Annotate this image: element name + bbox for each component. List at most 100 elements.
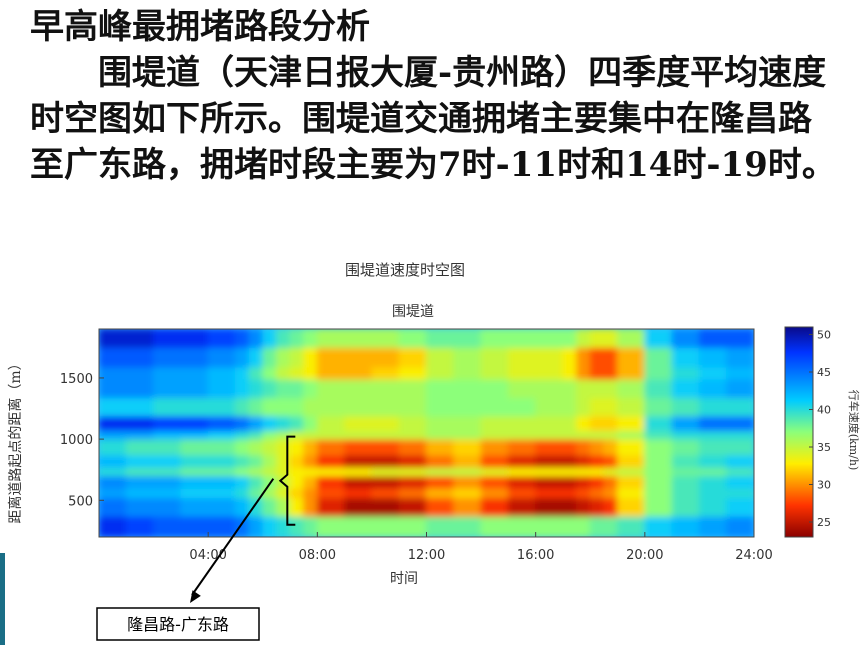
heatmap-cell: [562, 366, 578, 380]
heatmap-cell: [603, 397, 619, 417]
heatmap-cell: [698, 487, 728, 499]
heatmap-cell: [180, 454, 209, 468]
heatmap-cell: [303, 475, 318, 489]
heatmap-plot-area: [99, 329, 754, 537]
heatmap-cell: [153, 346, 182, 368]
heatmap-cell: [507, 430, 537, 440]
heatmap-cell: [480, 487, 509, 499]
heatmap-cell: [589, 415, 605, 432]
heatmap-cell: [603, 415, 619, 432]
heatmap-cell: [207, 497, 236, 517]
heatmap-cell: [398, 515, 427, 537]
heatmap-cell: [726, 497, 754, 517]
heatmap-cell: [589, 515, 605, 537]
heatmap-cell: [617, 454, 646, 468]
heatmap-cell: [535, 366, 564, 380]
heatmap-cell: [371, 466, 400, 477]
heatmap-cell: [644, 438, 673, 456]
heatmap-cell: [99, 378, 127, 399]
colorbar-tick-label: 45: [817, 366, 831, 379]
heatmap-cell: [248, 438, 264, 456]
heatmap-cell: [234, 346, 250, 368]
heatmap-cell: [125, 415, 155, 432]
heatmap-cell: [125, 454, 155, 468]
annotation-arrow-head: [190, 590, 201, 603]
heatmap-cell: [507, 487, 537, 499]
heatmap-cell: [207, 415, 236, 432]
heatmap-cell: [726, 430, 754, 440]
heatmap-cell: [535, 430, 564, 440]
heatmap-cell: [207, 378, 236, 399]
heatmap-cell: [644, 497, 673, 517]
heatmap-cell: [589, 378, 605, 399]
heatmap-cell: [234, 329, 250, 348]
heatmap-cell: [289, 454, 305, 468]
heatmap-cell: [453, 415, 482, 432]
heatmap-cell: [398, 366, 427, 380]
heatmap-cell: [234, 378, 250, 399]
heatmap-cell: [275, 497, 291, 517]
heatmap-cell: [303, 515, 318, 537]
heatmap-cell: [535, 454, 564, 468]
heatmap-cell: [180, 515, 209, 537]
heatmap-cell: [207, 366, 236, 380]
heatmap-cell: [180, 430, 209, 440]
heatmap-cell: [99, 497, 127, 517]
heatmap-cell: [398, 466, 427, 477]
heatmap-cell: [671, 487, 700, 499]
heatmap-cell: [480, 515, 509, 537]
x-tick-label: 12:00: [408, 548, 445, 563]
heatmap-cell: [617, 366, 646, 380]
heatmap-cell: [535, 515, 564, 537]
heatmap-cell: [480, 346, 509, 368]
heatmap-cell: [275, 346, 291, 368]
heatmap-cell: [453, 346, 482, 368]
heatmap-cell: [453, 366, 482, 380]
colorbar-tick-label: 25: [817, 516, 831, 529]
slide-paragraph: 围堤道（天津日报大厦-贵州路）四季度平均速度时空图如下所示。围堤道交通拥堵主要集…: [30, 53, 836, 185]
heatmap-cell: [207, 346, 236, 368]
heatmap-cell: [344, 329, 373, 348]
heatmap-cell: [303, 497, 318, 517]
heatmap-cell: [698, 329, 728, 348]
heatmap-cell: [99, 329, 127, 348]
heatmap-cell: [644, 346, 673, 368]
heatmap-cell: [262, 415, 277, 432]
heatmap-cell: [207, 438, 236, 456]
heatmap-cell: [262, 475, 277, 489]
heatmap-cell: [99, 346, 127, 368]
heatmap-cell: [207, 515, 236, 537]
heatmap-cell: [371, 378, 400, 399]
heatmap-cell: [426, 430, 455, 440]
heatmap-cell: [480, 397, 509, 417]
heatmap-cell: [234, 415, 250, 432]
annotation-arrow-line: [191, 478, 275, 596]
heatmap-cell: [99, 487, 127, 499]
heatmap-cell: [726, 366, 754, 380]
heatmap-cell: [576, 515, 591, 537]
heatmap-cell: [617, 515, 646, 537]
heatmap-cell: [617, 415, 646, 432]
heatmap-cell: [589, 366, 605, 380]
heatmap-cell: [316, 454, 346, 468]
heatmap-cell: [562, 438, 578, 456]
heatmap-cell: [125, 397, 155, 417]
heatmap-cell: [589, 487, 605, 499]
heatmap-cell: [207, 329, 236, 348]
heatmap-cell: [671, 378, 700, 399]
heatmap-cell: [153, 366, 182, 380]
heatmap-cell: [426, 466, 455, 477]
heatmap-cell: [262, 366, 277, 380]
heatmap-cell: [234, 397, 250, 417]
heatmap-cell: [671, 346, 700, 368]
heatmap-cell: [289, 397, 305, 417]
heatmap-cell: [275, 329, 291, 348]
heatmap-cell: [153, 487, 182, 499]
heatmap-cell: [576, 346, 591, 368]
heatmap-cell: [617, 438, 646, 456]
heatmap-cell: [644, 466, 673, 477]
heatmap-cell: [234, 366, 250, 380]
heatmap-cell: [576, 487, 591, 499]
heatmap-cell: [726, 487, 754, 499]
heatmap-cell: [99, 397, 127, 417]
